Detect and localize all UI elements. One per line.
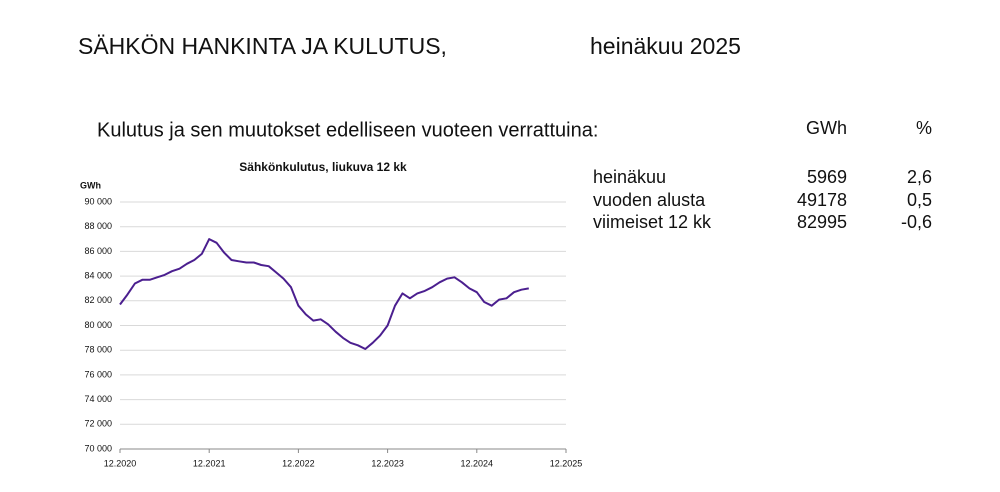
y-tick-label: 70 000 (84, 443, 112, 453)
cell: 82995 (797, 212, 847, 232)
x-tick-label: 12.2021 (193, 458, 226, 468)
y-tick-label: 80 000 (84, 320, 112, 330)
x-tick-label: 12.2022 (282, 458, 315, 468)
y-tick-label: 88 000 (84, 221, 112, 231)
y-tick-label: 86 000 (84, 246, 112, 256)
y-axis-label: GWh (80, 180, 101, 190)
y-tick-label: 78 000 (84, 345, 112, 355)
row-label: vuoden alusta (593, 190, 706, 210)
line (119, 238, 529, 350)
slide-title: SÄHKÖN HANKINTA JA KULUTUS, (78, 33, 447, 59)
cell: -0,6 (901, 212, 932, 232)
y-tick-label: 74 000 (84, 394, 112, 404)
x-tick-label: 12.2024 (461, 458, 494, 468)
x-tick-label: 12.2023 (371, 458, 404, 468)
subtitle: Kulutus ja sen muutokset edelliseen vuot… (97, 119, 598, 141)
period: heinäkuu 2025 (590, 33, 741, 59)
cell: 0,5 (907, 190, 932, 210)
y-tick-label: 84 000 (84, 270, 112, 280)
cell: 5969 (807, 167, 847, 187)
column-header: GWh (806, 118, 847, 138)
row-label: viimeiset 12 kk (593, 212, 712, 232)
x-tick-label: 12.2020 (104, 458, 137, 468)
y-tick-label: 82 000 (84, 295, 112, 305)
y-tick-label: 76 000 (84, 369, 112, 379)
cell: 2,6 (907, 167, 932, 187)
chart-title: Sähkönkulutus, liukuva 12 kk (239, 160, 407, 174)
x-tick-label: 12.2025 (550, 458, 583, 468)
row-label: heinäkuu (593, 167, 666, 187)
y-tick-label: 72 000 (84, 419, 112, 429)
y-tick-label: 90 000 (84, 196, 112, 206)
column-header: % (916, 118, 932, 138)
cell: 49178 (797, 190, 847, 210)
